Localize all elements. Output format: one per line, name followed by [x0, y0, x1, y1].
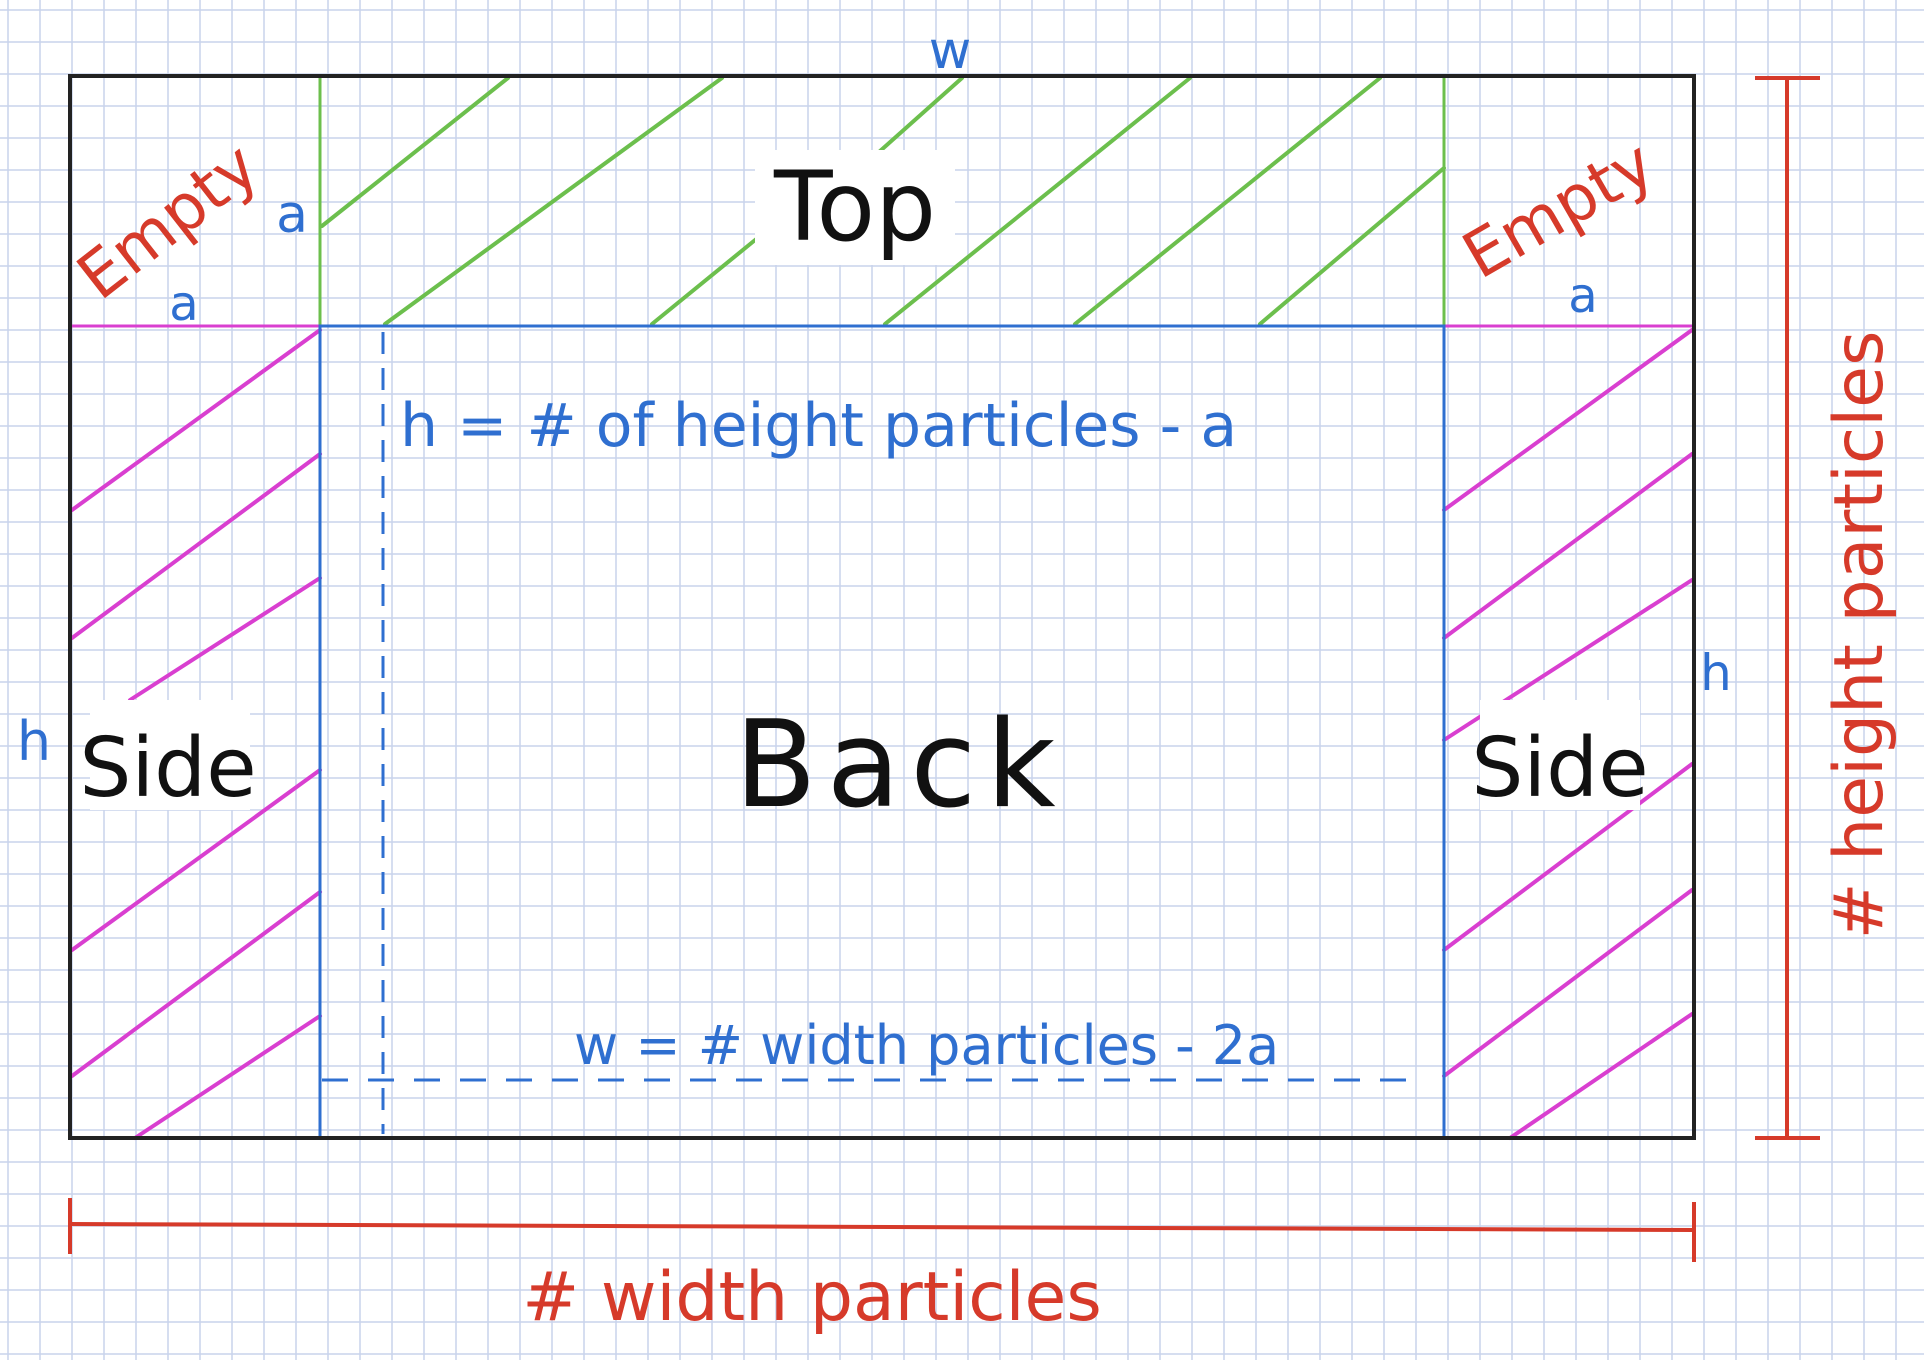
right-side-hatch-stroke — [1442, 452, 1694, 640]
top-hatch-stroke — [383, 76, 724, 326]
left-side-hatch-stroke — [70, 768, 322, 952]
top-width-symbol: w — [929, 21, 972, 81]
top-hatch-stroke — [650, 234, 762, 326]
height-dimension — [1755, 76, 1820, 1140]
left-side-label-mask — [90, 700, 250, 810]
top-hatch-stroke — [1073, 76, 1382, 326]
right-empty-label: Empty — [1451, 127, 1667, 294]
left-h-symbol: h — [17, 710, 51, 773]
left-side-hatch — [70, 328, 322, 1140]
left-side-label: Side — [79, 721, 256, 816]
top-region — [318, 76, 1446, 326]
top-hatch-stroke — [1258, 166, 1446, 326]
right-side-label-mask — [1480, 700, 1640, 810]
h-formula: h = # of height particles - a — [400, 391, 1237, 461]
back-region-label: Back — [734, 696, 1065, 835]
top-hatch-stroke — [883, 76, 1192, 326]
left-side-hatch-stroke — [133, 1014, 322, 1140]
w-formula: w = # width particles - 2a — [574, 1014, 1279, 1077]
right-side-hatch-stroke — [1442, 888, 1694, 1078]
outer-outline — [68, 74, 1696, 1140]
right-side-hatch-stroke — [1442, 328, 1694, 512]
height-dimension-label: # height particles — [1820, 331, 1899, 940]
right-side-label: Side — [1471, 721, 1648, 816]
width-dimension — [68, 1198, 1696, 1262]
left-empty-a-symbol: a — [169, 276, 198, 332]
top-region-a-symbol: a — [276, 185, 308, 245]
right-h-symbol: h — [1700, 644, 1732, 702]
top-hatch-stroke — [868, 76, 964, 162]
left-side-hatch-stroke — [70, 452, 322, 640]
top-region-label: Top — [773, 151, 936, 263]
right-empty-a-symbol: a — [1568, 268, 1597, 324]
right-side-hatch-stroke — [1442, 762, 1694, 952]
top-label-mask — [755, 150, 955, 265]
side-regions — [70, 324, 1694, 1140]
right-side-hatch-stroke — [1508, 1012, 1694, 1140]
width-dimension-line — [69, 1222, 1695, 1232]
left-side-hatch-stroke — [70, 328, 322, 512]
left-side-hatch-stroke — [70, 890, 322, 1078]
left-side-hatch-stroke — [128, 576, 322, 702]
top-hatch — [320, 76, 1446, 326]
width-dimension-label: # width particles — [522, 1258, 1102, 1337]
top-hatch-stroke — [320, 76, 510, 228]
